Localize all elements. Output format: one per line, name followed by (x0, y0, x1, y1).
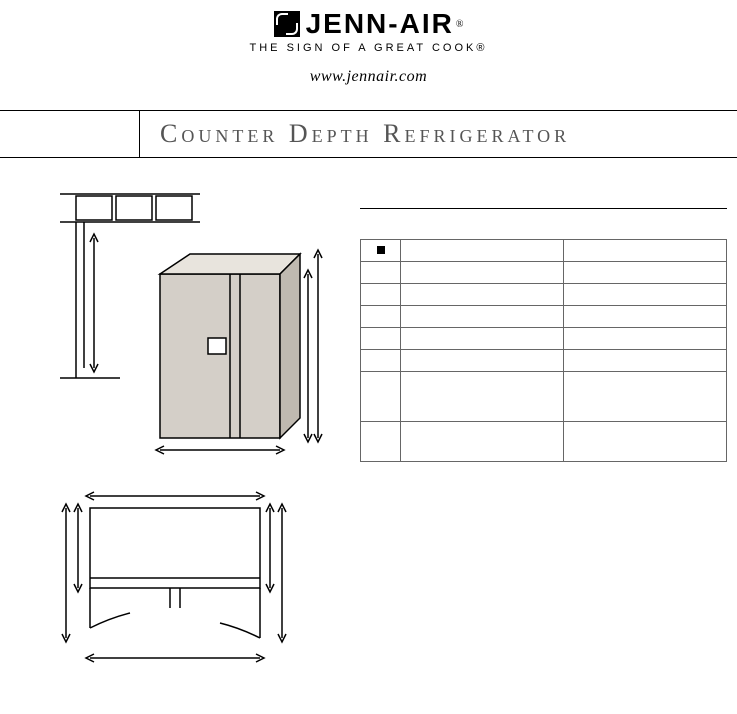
logo-row: JENN-AIR® (0, 8, 737, 40)
table-cell (361, 306, 401, 328)
table-cell (564, 350, 727, 372)
table-row (361, 240, 727, 262)
table-row (361, 284, 727, 306)
table-row (361, 372, 727, 422)
table-cell (361, 262, 401, 284)
table-cell (361, 372, 401, 422)
table-cell (401, 262, 564, 284)
table-row (361, 328, 727, 350)
table-row (361, 350, 727, 372)
content-area (0, 178, 737, 688)
table-cell (564, 284, 727, 306)
table-cell (401, 350, 564, 372)
table-rule (360, 208, 727, 209)
table-cell (401, 422, 564, 462)
title-bar-spacer (0, 111, 140, 157)
table-cell (401, 372, 564, 422)
table-cell (564, 328, 727, 350)
brand-tagline: The sign of a great cook® (0, 42, 737, 54)
page-title: Counter Depth Refrigerator (140, 111, 737, 157)
table-cell (401, 240, 564, 262)
document-header: JENN-AIR® The sign of a great cook® www.… (0, 0, 737, 86)
title-bar: Counter Depth Refrigerator (0, 110, 737, 158)
table-cell (564, 306, 727, 328)
table-cell (564, 372, 727, 422)
trademark: ® (476, 42, 487, 54)
table-cell (361, 350, 401, 372)
specs-table-column (360, 178, 737, 688)
isometric-diagram (30, 178, 330, 478)
specs-table (360, 239, 727, 462)
table-cell (361, 284, 401, 306)
table-row (361, 262, 727, 284)
table-cell (401, 328, 564, 350)
table-cell (361, 422, 401, 462)
mark-cell (361, 240, 401, 262)
diagrams-column (0, 178, 360, 688)
brand-url: www.jennair.com (0, 68, 737, 86)
table-row (361, 422, 727, 462)
square-icon (377, 246, 385, 254)
table-row (361, 306, 727, 328)
tagline-text: The sign of a great cook (250, 42, 477, 54)
plan-diagram (30, 478, 330, 688)
table-cell (564, 422, 727, 462)
table-cell (401, 306, 564, 328)
brand-logo-icon (274, 11, 300, 37)
table-cell (401, 284, 564, 306)
table-cell (564, 262, 727, 284)
registered-mark: ® (456, 19, 464, 30)
brand-name: JENN-AIR (306, 8, 454, 40)
table-cell (361, 328, 401, 350)
table-cell (564, 240, 727, 262)
